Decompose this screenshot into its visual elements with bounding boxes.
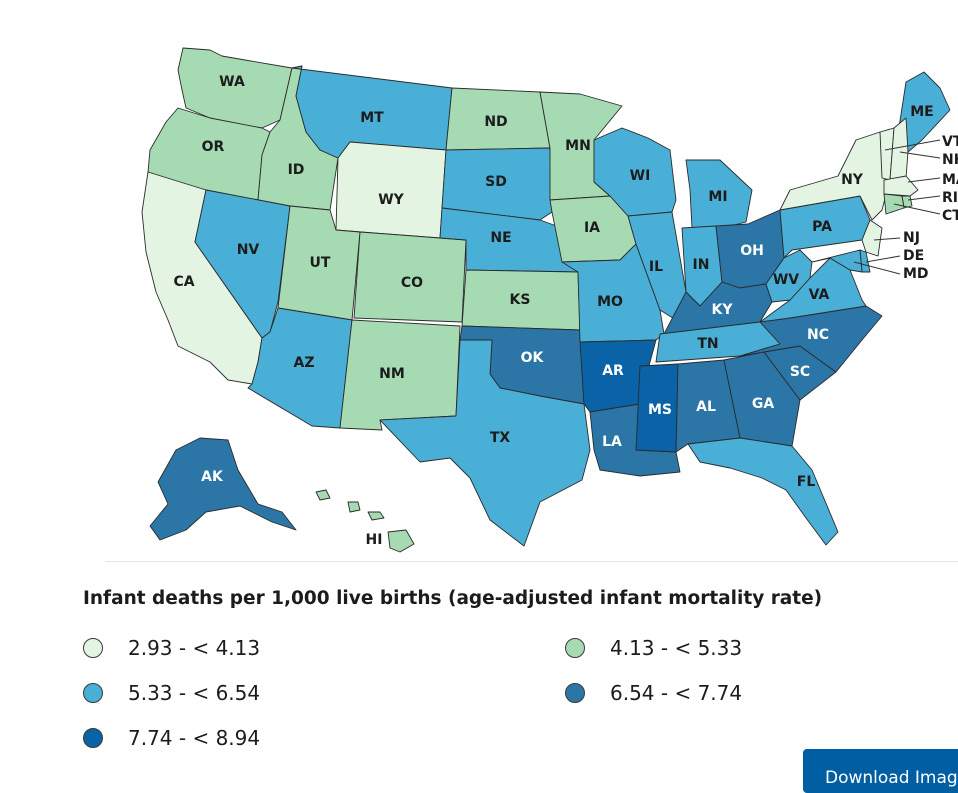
callout-label-vt: VT: [942, 134, 958, 150]
legend-label: 7.74 - < 8.94: [128, 726, 261, 750]
state-ak[interactable]: [149, 437, 297, 541]
callout-line-ma: [907, 177, 941, 183]
legend-title: Infant deaths per 1,000 live births (age…: [83, 588, 823, 609]
callout-label-nh: NH: [942, 152, 958, 168]
legend-label: 5.33 - < 6.54: [128, 681, 261, 705]
legend-item-bin-2: 4.13 - < 5.33: [565, 634, 742, 662]
state-tx[interactable]: [379, 339, 591, 547]
legend-swatch: [565, 638, 585, 658]
legend-item-bin-4: 6.54 - < 7.74: [565, 679, 742, 707]
legend-swatch: [83, 683, 103, 703]
callout-line-md: [853, 261, 901, 275]
state-md[interactable]: [811, 249, 863, 273]
callout-line-vt: [884, 139, 941, 151]
state-nj[interactable]: [861, 219, 883, 257]
legend-swatch: [83, 638, 103, 658]
callout-line-nh: [899, 151, 941, 159]
state-wv[interactable]: [765, 249, 813, 303]
callout-line-nj: [873, 237, 901, 241]
state-nm[interactable]: [339, 319, 461, 431]
legend-label: 2.93 - < 4.13: [128, 636, 261, 660]
callout-line-ri: [907, 195, 941, 201]
state-label-hi: HI: [366, 532, 383, 548]
us-choropleth-map: VTNHMARICTNJDEMD WAORCAIDNVMTWYUTCOAZNMN…: [141, 47, 958, 553]
state-ma[interactable]: [883, 175, 919, 197]
callout-line-ct: [893, 203, 941, 215]
state-nh[interactable]: [889, 117, 909, 181]
state-ms[interactable]: [635, 363, 679, 453]
legend-swatch: [83, 728, 103, 748]
state-hi[interactable]: [315, 489, 415, 553]
callout-label-md: MD: [903, 266, 929, 282]
callout-line-de: [865, 255, 901, 263]
state-wy[interactable]: [335, 141, 447, 239]
map-svg: VTNHMARICTNJDEMD WAORCAIDNVMTWYUTCOAZNMN…: [141, 47, 958, 553]
state-co[interactable]: [353, 231, 467, 323]
state-fl[interactable]: [687, 437, 839, 546]
legend-item-bin-5: 7.74 - < 8.94: [83, 724, 260, 752]
legend-swatch: [565, 683, 585, 703]
divider: [105, 561, 958, 562]
legend-item-bin-1: 2.93 - < 4.13: [83, 634, 260, 662]
callout-label-nj: NJ: [903, 230, 920, 246]
legend-label: 6.54 - < 7.74: [610, 681, 743, 705]
legend-item-bin-3: 5.33 - < 6.54: [83, 679, 260, 707]
state-mi[interactable]: [685, 159, 753, 233]
callout-label-de: DE: [903, 248, 924, 264]
download-image-button[interactable]: Download Image: [803, 749, 958, 793]
legend-label: 4.13 - < 5.33: [610, 636, 743, 660]
callout-label-ri: RI: [942, 190, 958, 206]
state-sd[interactable]: [441, 147, 553, 221]
state-wi[interactable]: [593, 127, 677, 217]
callout-label-ct: CT: [942, 208, 958, 224]
state-ks[interactable]: [461, 269, 581, 331]
callout-label-ma: MA: [942, 172, 958, 188]
state-nd[interactable]: [445, 87, 551, 151]
